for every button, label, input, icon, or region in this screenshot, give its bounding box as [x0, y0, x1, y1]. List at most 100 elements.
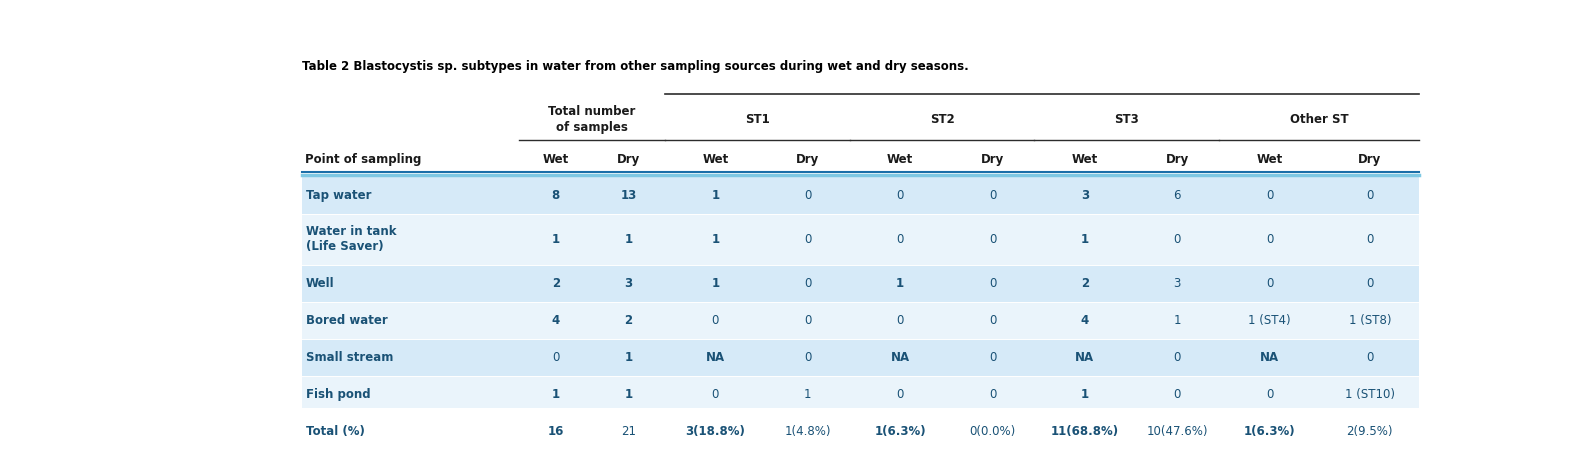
Text: 0: 0	[1365, 233, 1373, 246]
Text: 0: 0	[1266, 189, 1274, 202]
Text: Point of sampling: Point of sampling	[304, 153, 421, 166]
Text: 1: 1	[711, 233, 719, 246]
Text: 11(68.8%): 11(68.8%)	[1050, 425, 1118, 438]
Text: 0: 0	[805, 233, 811, 246]
Text: 0: 0	[1174, 351, 1182, 364]
Text: Wet: Wet	[1256, 153, 1283, 166]
Text: Bored water: Bored water	[306, 314, 388, 327]
Text: 0: 0	[988, 388, 996, 401]
Text: 13: 13	[621, 189, 637, 202]
Text: Dry: Dry	[1357, 153, 1381, 166]
Text: 0: 0	[988, 351, 996, 364]
Text: 1 (ST8): 1 (ST8)	[1348, 314, 1391, 327]
Text: 8: 8	[551, 189, 559, 202]
Text: Fish pond: Fish pond	[306, 388, 371, 401]
Text: 0: 0	[897, 314, 904, 327]
Text: Table 2 Blastocystis sp. subtypes in water from other sampling sources during we: Table 2 Blastocystis sp. subtypes in wat…	[303, 60, 969, 73]
Text: 3: 3	[624, 277, 632, 290]
Text: Wet: Wet	[1072, 153, 1098, 166]
Text: 1 (ST10): 1 (ST10)	[1345, 388, 1396, 401]
Text: 4: 4	[1080, 314, 1090, 327]
Text: 0: 0	[1365, 351, 1373, 364]
Text: 0: 0	[805, 314, 811, 327]
Text: 0(0.0%): 0(0.0%)	[969, 425, 1015, 438]
Text: 0: 0	[1266, 277, 1274, 290]
Text: 1 (ST4): 1 (ST4)	[1248, 314, 1291, 327]
Text: 3: 3	[1174, 277, 1182, 290]
Text: 0: 0	[988, 233, 996, 246]
Text: 1: 1	[711, 277, 719, 290]
Text: NA: NA	[890, 351, 909, 364]
Text: 16: 16	[548, 425, 564, 438]
Text: 1: 1	[551, 233, 559, 246]
Text: 0: 0	[805, 277, 811, 290]
Text: Wet: Wet	[702, 153, 729, 166]
Bar	[303, 302, 1419, 339]
Text: 0: 0	[1365, 277, 1373, 290]
Text: 0: 0	[988, 314, 996, 327]
Text: ST2: ST2	[930, 113, 955, 126]
Text: Wet: Wet	[887, 153, 914, 166]
Text: Total (%): Total (%)	[306, 425, 364, 438]
Text: 0: 0	[897, 189, 904, 202]
Text: Tap water: Tap water	[306, 189, 372, 202]
Bar	[303, 265, 1419, 302]
Text: 1: 1	[897, 277, 904, 290]
Text: 1: 1	[1174, 314, 1182, 327]
Bar	[303, 213, 1419, 265]
Text: 2: 2	[1080, 277, 1088, 290]
Text: 3(18.8%): 3(18.8%)	[686, 425, 744, 438]
Text: Wet: Wet	[543, 153, 569, 166]
Text: 0: 0	[1266, 233, 1274, 246]
Text: Dry: Dry	[1166, 153, 1190, 166]
Text: Dry: Dry	[616, 153, 640, 166]
Text: 0: 0	[553, 351, 559, 364]
Text: 3: 3	[1080, 189, 1088, 202]
Text: 1(4.8%): 1(4.8%)	[784, 425, 832, 438]
Text: Other ST: Other ST	[1289, 113, 1348, 126]
Text: 0: 0	[897, 388, 904, 401]
Text: ST1: ST1	[744, 113, 770, 126]
Bar	[303, 177, 1419, 213]
Text: 2: 2	[624, 314, 632, 327]
Text: Small stream: Small stream	[306, 351, 393, 364]
Text: 1: 1	[1080, 388, 1088, 401]
Text: 1: 1	[624, 351, 632, 364]
Text: 21: 21	[621, 425, 637, 438]
Text: 0: 0	[1174, 388, 1182, 401]
Text: 1: 1	[624, 388, 632, 401]
Text: 0: 0	[711, 388, 719, 401]
Text: 1: 1	[711, 189, 719, 202]
Text: Total number
of samples: Total number of samples	[548, 105, 635, 134]
Text: 0: 0	[805, 189, 811, 202]
Text: 6: 6	[1174, 189, 1182, 202]
Bar	[303, 413, 1419, 450]
Bar	[303, 376, 1419, 413]
Text: Well: Well	[306, 277, 334, 290]
Text: Dry: Dry	[980, 153, 1004, 166]
Text: 1: 1	[624, 233, 632, 246]
Text: 0: 0	[988, 277, 996, 290]
Text: NA: NA	[1076, 351, 1095, 364]
Text: 1: 1	[805, 388, 811, 401]
Text: 2: 2	[551, 277, 559, 290]
Text: Dry: Dry	[797, 153, 819, 166]
Text: 0: 0	[805, 351, 811, 364]
Text: 0: 0	[1365, 189, 1373, 202]
Text: 0: 0	[897, 233, 904, 246]
Text: 2(9.5%): 2(9.5%)	[1346, 425, 1392, 438]
Text: 4: 4	[551, 314, 559, 327]
Text: 0: 0	[1174, 233, 1182, 246]
Text: 10(47.6%): 10(47.6%)	[1147, 425, 1209, 438]
Text: 1: 1	[1080, 233, 1088, 246]
Text: 1: 1	[551, 388, 559, 401]
Text: NA: NA	[706, 351, 725, 364]
Text: NA: NA	[1261, 351, 1280, 364]
Text: Water in tank
(Life Saver): Water in tank (Life Saver)	[306, 225, 396, 253]
Text: 1(6.3%): 1(6.3%)	[1243, 425, 1296, 438]
Text: 0: 0	[711, 314, 719, 327]
Text: 0: 0	[988, 189, 996, 202]
Bar	[303, 339, 1419, 376]
Text: ST3: ST3	[1115, 113, 1139, 126]
Text: 0: 0	[1266, 388, 1274, 401]
